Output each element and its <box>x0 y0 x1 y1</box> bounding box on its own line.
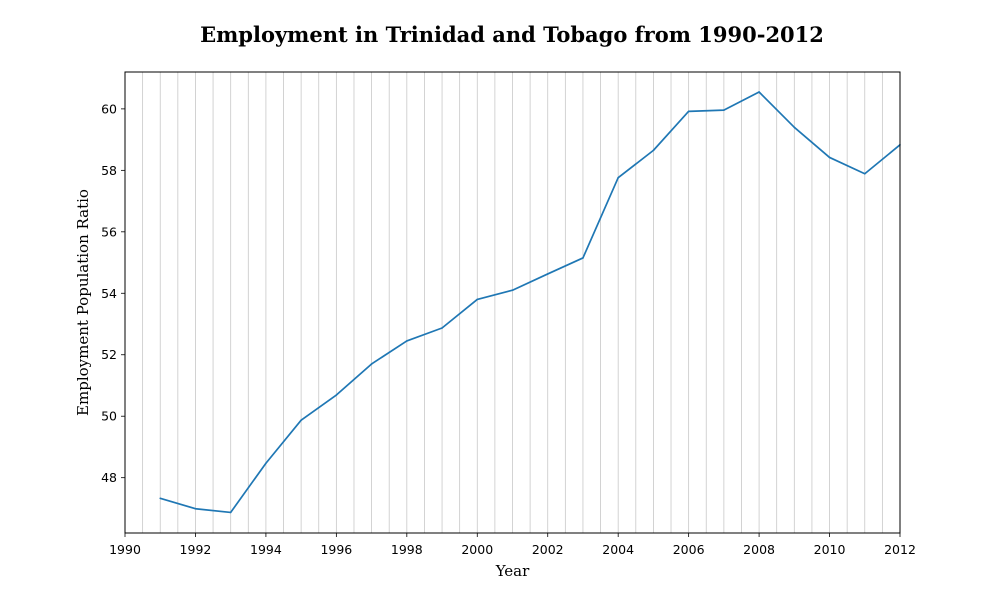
data-point <box>617 176 619 179</box>
y-axis-label: Employment Population Ratio <box>74 189 92 416</box>
chart-title: Employment in Trinidad and Tobago from 1… <box>200 22 824 47</box>
x-tick-label: 2004 <box>602 542 634 557</box>
data-point <box>511 289 514 292</box>
x-tick-label: 2002 <box>532 542 564 557</box>
data-point <box>687 110 690 113</box>
series-line <box>159 91 901 514</box>
y-tick-label: 60 <box>101 101 117 116</box>
y-axis-ticks: 48 50 52 54 56 58 60 <box>101 101 125 485</box>
x-axis-label: Year <box>495 562 530 580</box>
x-tick-label: 2010 <box>814 542 846 557</box>
x-tick-label: 2008 <box>743 542 775 557</box>
data-point <box>335 394 338 396</box>
data-point <box>406 340 408 342</box>
x-tick-label: 1994 <box>250 542 282 557</box>
data-point <box>370 363 373 365</box>
data-point <box>652 149 655 152</box>
data-point <box>300 419 302 422</box>
y-tick-label: 56 <box>101 224 117 239</box>
data-point <box>863 172 866 175</box>
data-point <box>194 507 197 510</box>
y-tick-label: 48 <box>101 470 117 485</box>
grid-lines <box>142 72 883 533</box>
x-tick-label: 2012 <box>884 542 916 557</box>
data-point <box>828 156 831 159</box>
y-tick-label: 50 <box>101 409 117 424</box>
x-tick-label: 1998 <box>391 542 423 557</box>
plot-area-frame <box>124 71 901 534</box>
x-tick-label: 2000 <box>461 542 493 557</box>
data-point <box>582 257 584 259</box>
data-point <box>546 273 549 275</box>
x-tick-label: 1992 <box>180 542 212 557</box>
y-tick-label: 58 <box>101 163 117 178</box>
y-tick-label: 54 <box>101 286 117 301</box>
y-tick-label: 52 <box>101 347 117 362</box>
data-point <box>758 91 760 93</box>
x-tick-label: 1996 <box>320 542 352 557</box>
data-point <box>265 462 267 465</box>
data-point <box>229 511 232 514</box>
data-point <box>159 497 162 500</box>
x-tick-label: 1990 <box>109 542 141 557</box>
data-point <box>441 327 443 329</box>
data-point <box>723 109 725 111</box>
data-point <box>793 126 796 129</box>
x-tick-label: 2006 <box>673 542 705 557</box>
x-axis-ticks: 1990 1992 1994 1996 1998 2000 2002 2004 2006 2008… <box>109 533 916 557</box>
data-point <box>476 298 479 301</box>
